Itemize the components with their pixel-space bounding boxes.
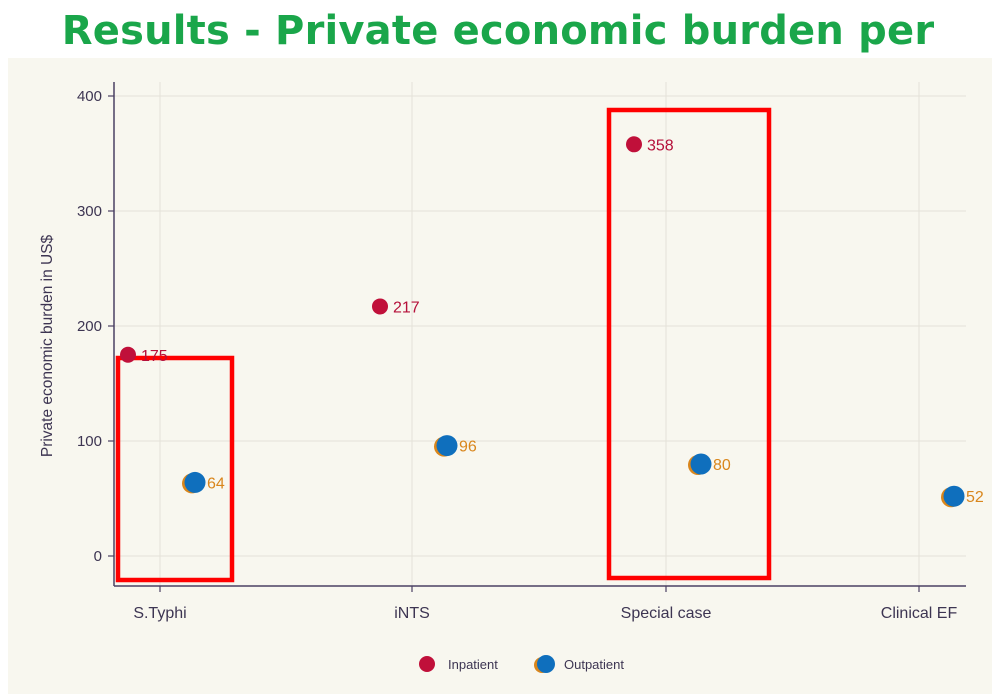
highlight-box: [606, 107, 772, 581]
x-tick-label: Clinical EF: [881, 605, 958, 622]
inpatient-point: [626, 136, 642, 153]
x-tick-label: iNTS: [394, 605, 430, 622]
highlight-box: [115, 355, 235, 583]
legend-inpatient-label: Inpatient: [448, 657, 498, 672]
y-tick-label: 200: [77, 318, 102, 335]
outpatient-point: [436, 435, 458, 457]
outpatient-point: [690, 453, 712, 475]
y-axis-title: Private economic burden in US$: [39, 234, 56, 457]
x-tick-label: S.Typhi: [133, 605, 186, 622]
inpatient-data-label: 358: [647, 137, 674, 154]
y-tick-label: 400: [77, 88, 102, 105]
outpatient-data-label: 96: [459, 439, 477, 456]
plot-panel: 0 100 200 300 400 S.Typhi iNTS Special case Clin…: [8, 58, 992, 694]
inpatient-point: [120, 346, 136, 363]
inpatient-point: [372, 298, 388, 315]
y-tick-label: 0: [94, 548, 102, 565]
y-tick-label: 300: [77, 203, 102, 220]
inpatient-data-label: 217: [393, 299, 420, 316]
legend-outpatient-label: Outpatient: [564, 657, 624, 672]
inpatient-data-label: 175: [141, 348, 168, 365]
outpatient-data-label: 80: [713, 457, 731, 474]
legend-inpatient-marker: [419, 656, 435, 672]
dot-chart: 0 100 200 300 400 S.Typhi iNTS Special case Clin…: [39, 82, 984, 673]
legend-outpatient-marker: [537, 655, 555, 673]
x-tick-label: Special case: [621, 605, 712, 622]
outpatient-data-label: 52: [966, 489, 984, 506]
outpatient-point: [184, 471, 206, 493]
outpatient-point: [943, 485, 965, 507]
y-tick-label: 100: [77, 433, 102, 450]
outpatient-data-label: 64: [207, 475, 225, 492]
